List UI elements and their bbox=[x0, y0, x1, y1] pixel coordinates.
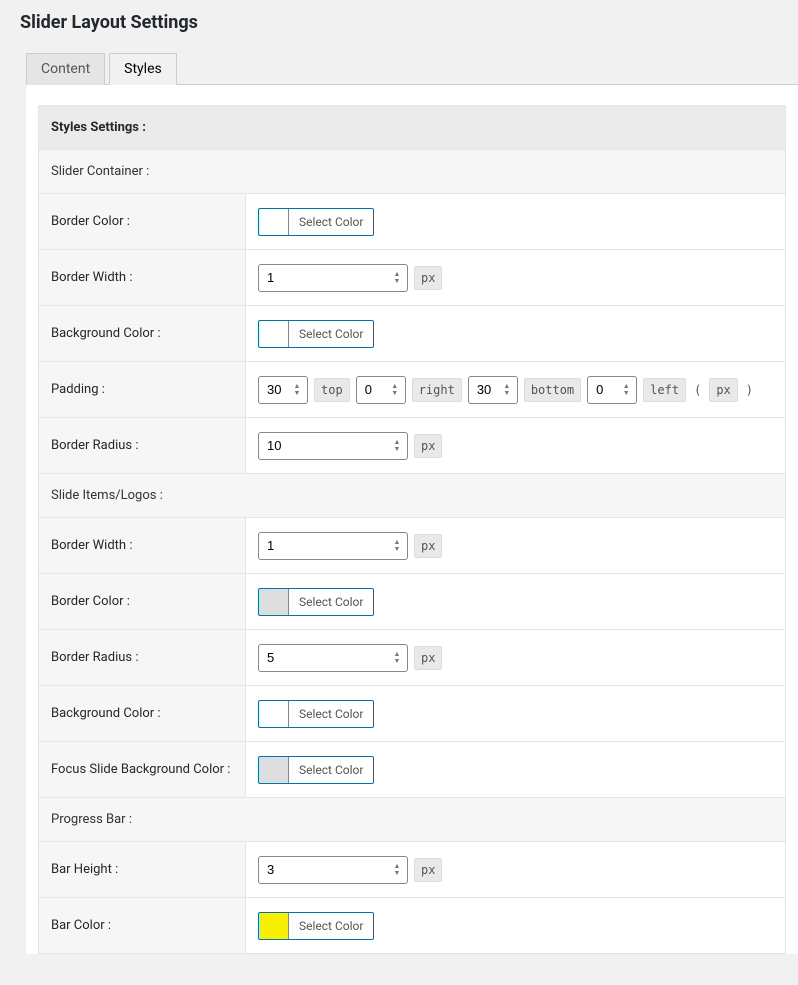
label-border-width: Border Width : bbox=[39, 518, 246, 573]
spinner-icon[interactable]: ▲▼ bbox=[500, 380, 514, 400]
row-container-border-radius: Border Radius : ▲▼ px bbox=[38, 418, 786, 474]
select-color-button[interactable]: Select Color bbox=[289, 589, 373, 615]
spinner-icon[interactable]: ▲▼ bbox=[619, 380, 633, 400]
border-radius-field[interactable] bbox=[258, 432, 408, 460]
row-container-bg-color: Background Color : Select Color bbox=[38, 306, 786, 362]
bar-color-picker[interactable]: Select Color bbox=[258, 912, 374, 940]
label-focus-bg: Focus Slide Background Color : bbox=[39, 742, 246, 797]
items-border-radius-input[interactable]: ▲▼ bbox=[258, 644, 408, 672]
select-color-button[interactable]: Select Color bbox=[289, 701, 373, 727]
padding-left-input[interactable]: ▲▼ bbox=[587, 376, 637, 404]
label-background-color: Background Color : bbox=[39, 306, 246, 361]
padding-top-input[interactable]: ▲▼ bbox=[258, 376, 308, 404]
tab-content[interactable]: Content bbox=[26, 53, 105, 85]
spinner-icon[interactable]: ▲▼ bbox=[390, 436, 404, 456]
unit-px: px bbox=[414, 266, 442, 290]
row-bar-height: Bar Height : ▲▼ px bbox=[38, 842, 786, 898]
row-items-bg-color: Background Color : Select Color bbox=[38, 686, 786, 742]
row-container-padding: Padding : ▲▼ top ▲▼ right ▲▼ bottom bbox=[38, 362, 786, 418]
label-left: left bbox=[643, 378, 686, 402]
label-border-color: Border Color : bbox=[39, 194, 246, 249]
row-bar-color: Bar Color : Select Color bbox=[38, 898, 786, 954]
unit-px: px bbox=[414, 646, 442, 670]
select-color-button[interactable]: Select Color bbox=[289, 321, 373, 347]
row-items-focus-bg: Focus Slide Background Color : Select Co… bbox=[38, 742, 786, 798]
items-focus-bg-color-picker[interactable]: Select Color bbox=[258, 756, 374, 784]
unit-px: px bbox=[709, 378, 737, 402]
padding-bottom-input[interactable]: ▲▼ bbox=[468, 376, 518, 404]
row-container-border-width: Border Width : ▲▼ px bbox=[38, 250, 786, 306]
color-swatch bbox=[259, 913, 289, 939]
paren-close: ) bbox=[744, 383, 755, 397]
unit-px: px bbox=[414, 434, 442, 458]
styles-settings-header: Styles Settings : bbox=[38, 105, 786, 150]
paren-open: ( bbox=[692, 383, 703, 397]
row-items-border-color: Border Color : Select Color bbox=[38, 574, 786, 630]
bar-height-input[interactable]: ▲▼ bbox=[258, 856, 408, 884]
section-slide-items: Slide Items/Logos : bbox=[38, 474, 786, 518]
spinner-icon[interactable]: ▲▼ bbox=[390, 268, 404, 288]
section-slider-container: Slider Container : bbox=[38, 150, 786, 194]
unit-px: px bbox=[414, 534, 442, 558]
label-border-width: Border Width : bbox=[39, 250, 246, 305]
section-progress-bar: Progress Bar : bbox=[38, 798, 786, 842]
items-border-width-field[interactable] bbox=[258, 532, 408, 560]
row-items-border-width: Border Width : ▲▼ px bbox=[38, 518, 786, 574]
tab-styles[interactable]: Styles bbox=[109, 53, 177, 85]
label-bar-height: Bar Height : bbox=[39, 842, 246, 897]
spinner-icon[interactable]: ▲▼ bbox=[390, 648, 404, 668]
color-swatch bbox=[259, 589, 289, 615]
spinner-icon[interactable]: ▲▼ bbox=[390, 860, 404, 880]
color-swatch bbox=[259, 321, 289, 347]
label-bottom: bottom bbox=[524, 378, 581, 402]
color-swatch bbox=[259, 701, 289, 727]
container-border-color-picker[interactable]: Select Color bbox=[258, 208, 374, 236]
label-border-radius: Border Radius : bbox=[39, 630, 246, 685]
container-bg-color-picker[interactable]: Select Color bbox=[258, 320, 374, 348]
label-border-radius: Border Radius : bbox=[39, 418, 246, 473]
tabs: Content Styles bbox=[26, 53, 798, 85]
label-background-color: Background Color : bbox=[39, 686, 246, 741]
items-border-radius-field[interactable] bbox=[258, 644, 408, 672]
items-bg-color-picker[interactable]: Select Color bbox=[258, 700, 374, 728]
select-color-button[interactable]: Select Color bbox=[289, 757, 373, 783]
select-color-button[interactable]: Select Color bbox=[289, 209, 373, 235]
container-border-radius-input[interactable]: ▲▼ bbox=[258, 432, 408, 460]
color-swatch bbox=[259, 757, 289, 783]
unit-px: px bbox=[414, 858, 442, 882]
container-border-width-input[interactable]: ▲▼ bbox=[258, 264, 408, 292]
border-width-field[interactable] bbox=[258, 264, 408, 292]
select-color-button[interactable]: Select Color bbox=[289, 913, 373, 939]
row-container-border-color: Border Color : Select Color bbox=[38, 194, 786, 250]
label-padding: Padding : bbox=[39, 362, 246, 417]
items-border-width-input[interactable]: ▲▼ bbox=[258, 532, 408, 560]
label-top: top bbox=[314, 378, 350, 402]
items-border-color-picker[interactable]: Select Color bbox=[258, 588, 374, 616]
spinner-icon[interactable]: ▲▼ bbox=[390, 536, 404, 556]
bar-height-field[interactable] bbox=[258, 856, 408, 884]
color-swatch bbox=[259, 209, 289, 235]
padding-right-input[interactable]: ▲▼ bbox=[356, 376, 406, 404]
spinner-icon[interactable]: ▲▼ bbox=[388, 380, 402, 400]
styles-panel: Styles Settings : Slider Container : Bor… bbox=[26, 84, 798, 954]
row-items-border-radius: Border Radius : ▲▼ px bbox=[38, 630, 786, 686]
spinner-icon[interactable]: ▲▼ bbox=[290, 380, 304, 400]
label-right: right bbox=[412, 378, 462, 402]
page-title: Slider Layout Settings bbox=[0, 0, 798, 41]
label-border-color: Border Color : bbox=[39, 574, 246, 629]
label-bar-color: Bar Color : bbox=[39, 898, 246, 953]
